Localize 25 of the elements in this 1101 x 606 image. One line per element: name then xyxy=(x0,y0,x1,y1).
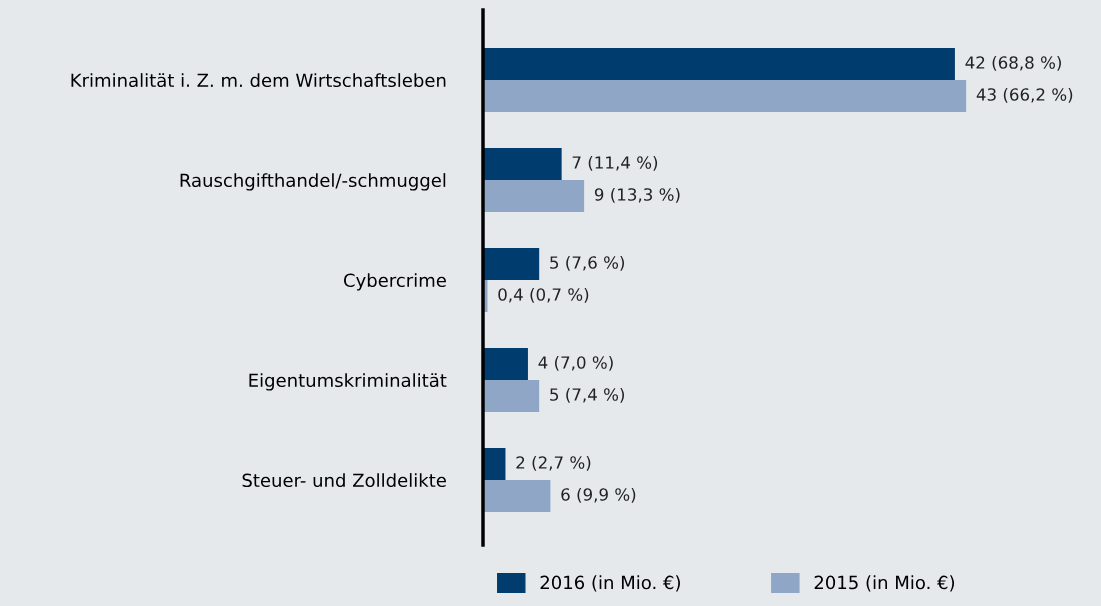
bar xyxy=(483,48,955,80)
bar xyxy=(483,480,551,512)
bar xyxy=(483,248,540,280)
data-label: 2 (2,7 %) xyxy=(516,455,591,471)
data-label: 43 (66,2 %) xyxy=(976,87,1073,103)
data-label: 7 (11,4 %) xyxy=(572,155,658,171)
data-label: 9 (13,3 %) xyxy=(594,187,680,203)
y-tick-label: Cybercrime xyxy=(343,273,446,291)
data-label: 6 (9,9 %) xyxy=(561,487,636,503)
bar xyxy=(483,80,967,112)
data-label: 42 (68,8 %) xyxy=(965,55,1061,71)
legend-label: 2015 (in Mio. €) xyxy=(814,575,955,592)
bar xyxy=(483,380,540,412)
y-tick-label: Kriminalität i. Z. m. dem Wirtschaftsleben xyxy=(71,73,446,88)
data-label: 5 (7,4 %) xyxy=(550,387,625,403)
y-tick-label: Eigentumskriminalität xyxy=(249,373,447,391)
data-label: 4 (7,0 %) xyxy=(538,355,613,371)
bar xyxy=(483,148,562,180)
y-tick-label: Steuer- und Zolldelikte xyxy=(242,473,446,488)
legend-label: 2016 (in Mio. €) xyxy=(540,575,680,592)
bar xyxy=(483,180,585,212)
data-label: 5 (7,6 %) xyxy=(550,255,625,271)
bar xyxy=(483,348,528,380)
data-label: 0,4 (0,7 %) xyxy=(498,287,589,303)
y-tick-label: Rauschgifthandel/-schmuggel xyxy=(180,173,446,191)
